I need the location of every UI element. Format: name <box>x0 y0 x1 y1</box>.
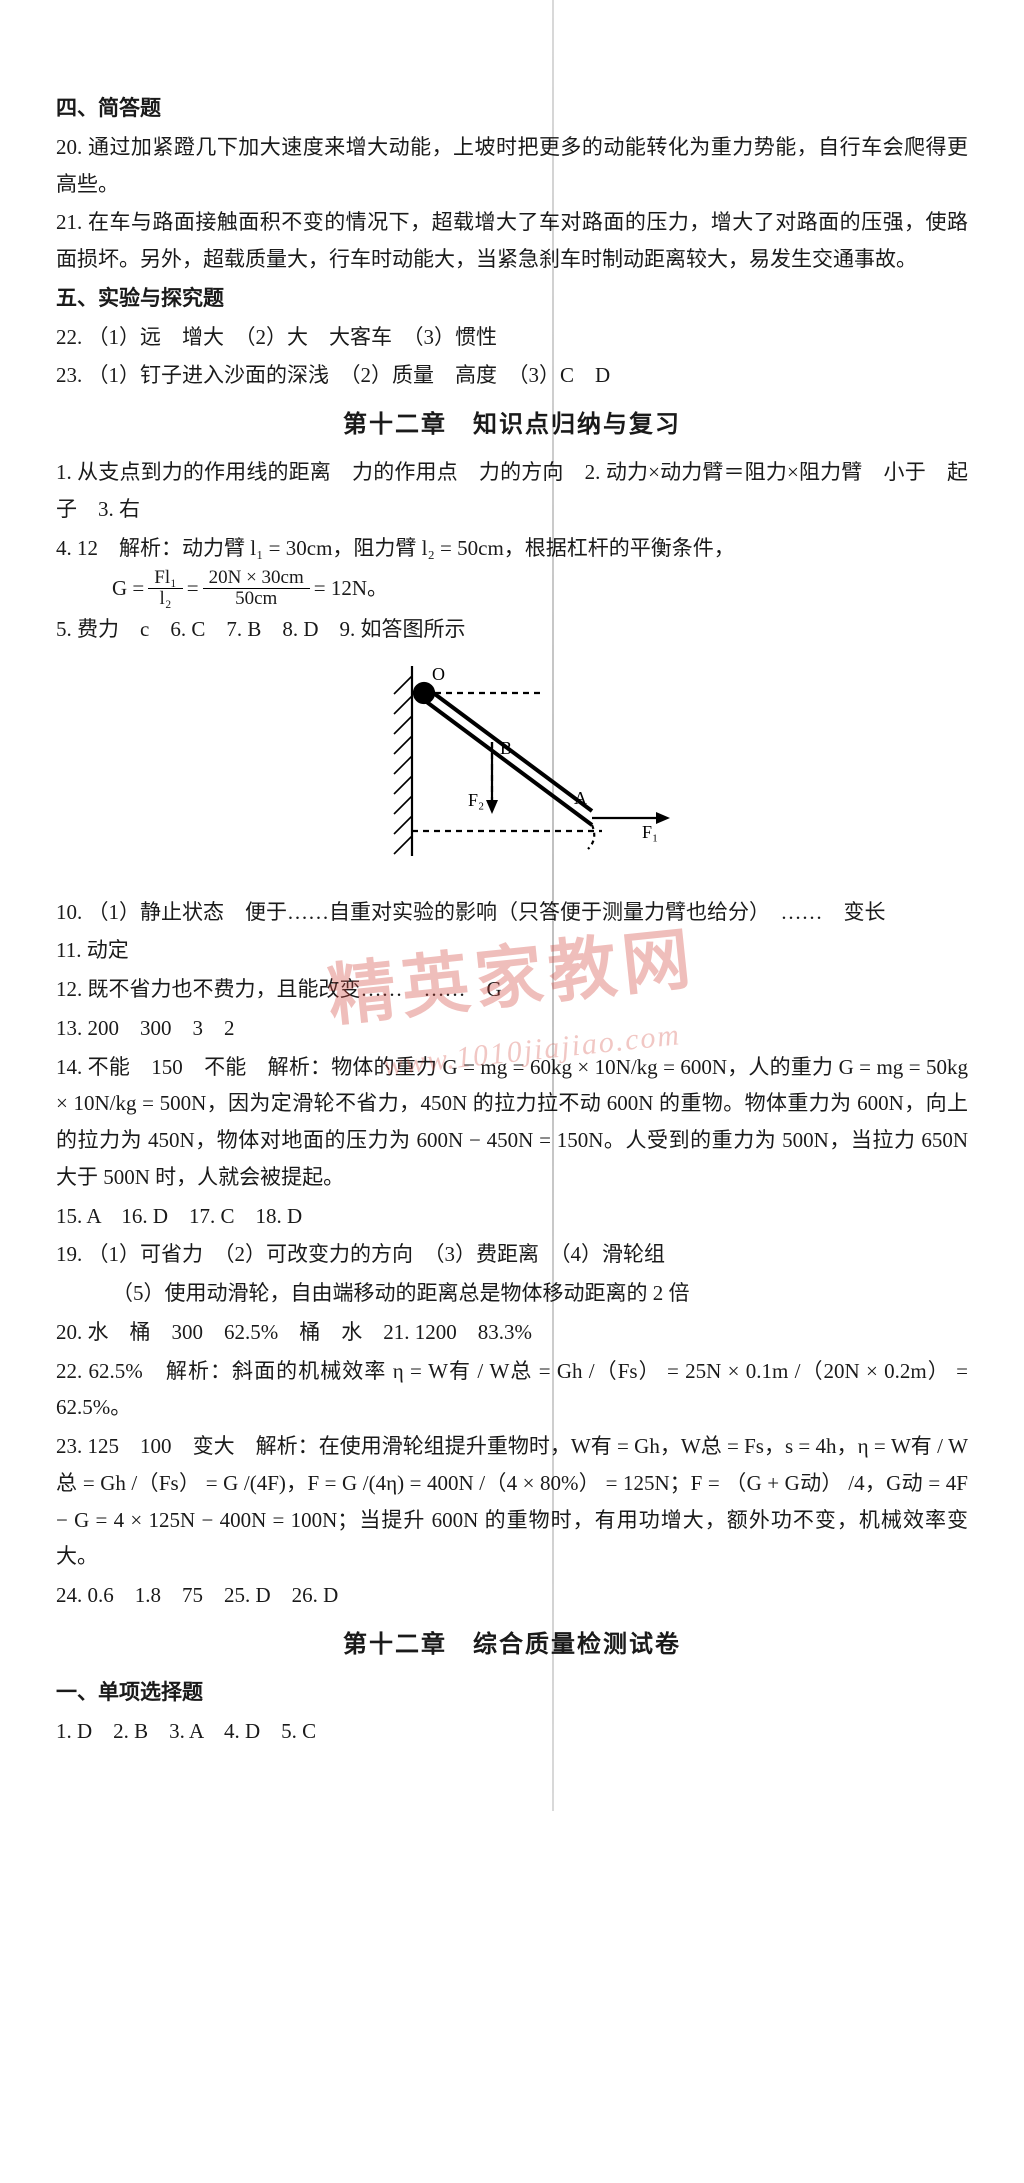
ch12a-answer-11: 11. 动定 <box>56 932 968 969</box>
answer-21: 21. 在车与路面接触面积不变的情况下，超载增大了车对路面的压力，增大了对路面的… <box>56 204 968 278</box>
formula-G: G = <box>112 570 144 607</box>
ch12a-answer-1-3: 1. 从支点到力的作用线的距离 力的作用点 力的方向 2. 动力×动力臂＝阻力×… <box>56 454 968 528</box>
ch12a-answer-23: 23. 125 100 变大 解析：在使用滑轮组提升重物时，W有 = Gh，W总… <box>56 1428 968 1575</box>
label-A: A <box>574 788 587 808</box>
lever-svg: O B A F₁ F₂ <box>342 656 682 876</box>
ch12a-answer-19b: （5）使用动滑轮，自由端移动的距离总是物体移动距离的 2 倍 <box>56 1275 968 1312</box>
ch12a-answer-10: 10. （1）静止状态 便于……自重对实验的影响（只答便于测量力臂也给分） ……… <box>56 894 968 931</box>
formula-eq1: = <box>187 570 199 607</box>
ch12a-answer-5-9: 5. 费力 c 6. C 7. B 8. D 9. 如答图所示 <box>56 611 968 648</box>
label-F2: F₂ <box>468 790 484 810</box>
ch12a-answer-4-formula: G = Fl₁ l₂ = 20N × 30cm 50cm = 12N。 <box>56 568 968 609</box>
ch12a-answer-19a: 19. （1）可省力 （2）可改变力的方向 （3）费距离 （4）滑轮组 <box>56 1236 968 1273</box>
ch12a-answer-20-21: 20. 水 桶 300 62.5% 桶 水 21. 1200 83.3% <box>56 1314 968 1351</box>
frac-2: 20N × 30cm 50cm <box>203 568 310 609</box>
frac-1: Fl₁ l₂ <box>148 568 182 609</box>
ch12a-answer-24-26: 24. 0.6 1.8 75 25. D 26. D <box>56 1577 968 1614</box>
frac-2-num: 20N × 30cm <box>203 568 310 589</box>
ch12a-answer-14: 14. 不能 150 不能 解析：物体的重力 G = mg = 60kg × 1… <box>56 1049 968 1196</box>
mc-answers-1-5: 1. D 2. B 3. A 4. D 5. C <box>56 1713 968 1750</box>
answer-23: 23. （1）钉子进入沙面的深浅 （2）质量 高度 （3）C D <box>56 357 968 394</box>
ch12a-answer-22: 22. 62.5% 解析：斜面的机械效率 η = W有 / W总 = Gh /（… <box>56 1353 968 1427</box>
chapter-12-test-title: 第十二章 综合质量检测试卷 <box>56 1624 968 1666</box>
label-O: O <box>432 664 445 684</box>
ch12a-answer-4-lead: 4. 12 解析：动力臂 l₁ = 30cm，阻力臂 l₂ = 50cm，根据杠… <box>56 530 968 567</box>
frac-1-num: Fl₁ <box>148 568 182 589</box>
ch12a-answer-15-18: 15. A 16. D 17. C 18. D <box>56 1198 968 1235</box>
ch12a-answer-13: 13. 200 300 3 2 <box>56 1010 968 1047</box>
formula-tail: = 12N。 <box>314 570 388 607</box>
answer-22: 22. （1）远 增大 （2）大 大客车 （3）惯性 <box>56 319 968 356</box>
frac-1-den: l₂ <box>154 589 178 609</box>
section-5-title: 五、实验与探究题 <box>56 280 968 317</box>
label-F1: F₁ <box>642 822 658 842</box>
section-A-title: 一、单项选择题 <box>56 1674 968 1711</box>
lever-diagram: O B A F₁ F₂ <box>56 656 968 888</box>
answer-20: 20. 通过加紧蹬几下加大速度来增大动能，上坡时把更多的动能转化为重力势能，自行… <box>56 129 968 203</box>
section-4-title: 四、简答题 <box>56 90 968 127</box>
label-B: B <box>500 738 512 758</box>
frac-2-den: 50cm <box>229 589 283 609</box>
ch12a-answer-12: 12. 既不省力也不费力，且能改变…… …… G <box>56 971 968 1008</box>
chapter-12-knowledge-title: 第十二章 知识点归纳与复习 <box>56 404 968 446</box>
